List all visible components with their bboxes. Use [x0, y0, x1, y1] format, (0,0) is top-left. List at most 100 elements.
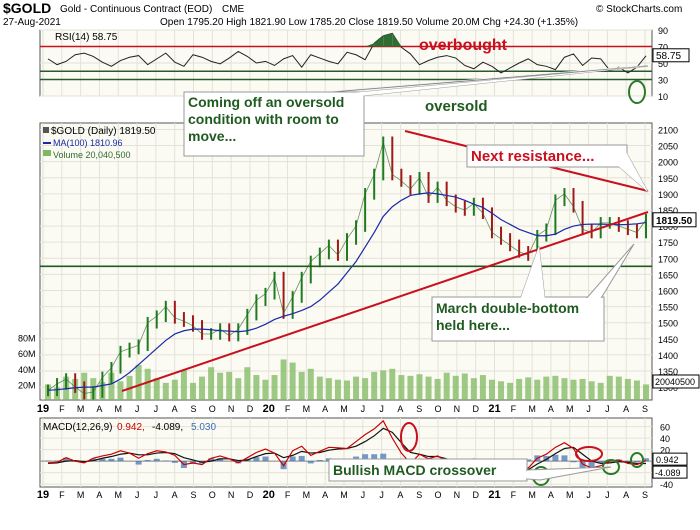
price-y-tick: 1700 — [658, 254, 678, 264]
macd-histogram-bar — [54, 460, 61, 462]
macd-histogram-bar — [588, 461, 595, 469]
x-tick-label: 21 — [488, 403, 500, 415]
volume-bar — [135, 364, 142, 400]
ohlc-line: Open 1795.20 High 1821.90 Low 1785.20 Cl… — [160, 17, 578, 28]
x-tick-label: J — [379, 404, 384, 414]
volume-bar — [479, 375, 486, 400]
x-tick-label: J — [154, 404, 159, 414]
macd-signal-label: -4.089, — [152, 422, 183, 433]
price-y-tick: 2050 — [658, 142, 678, 152]
macd-histogram-bar — [171, 461, 178, 463]
x-tick-label: 19 — [37, 403, 49, 415]
volume-bar — [353, 376, 360, 400]
volume-bar — [235, 378, 242, 400]
macd-histogram-bar — [162, 460, 169, 462]
volume-last-label: 20040500 — [655, 377, 695, 387]
volume-bar — [579, 378, 586, 400]
x-tick-label: N — [454, 404, 461, 414]
macd-crossover-text: Bullish MACD crossover — [333, 462, 497, 478]
x-tick-label: S — [642, 490, 648, 500]
volume-bar — [180, 370, 187, 400]
x-tick-label: 20 — [263, 489, 275, 501]
volume-bar — [344, 380, 350, 400]
x-tick-label: M — [566, 404, 574, 414]
coming-off-callout-text: Coming off an oversold — [188, 94, 344, 110]
x-tick-label: M — [115, 490, 123, 500]
x-tick-label: D — [247, 404, 254, 414]
volume-legend-swatch — [43, 150, 51, 156]
x-tick-label: A — [96, 404, 102, 414]
x-tick-label: 21 — [488, 489, 500, 501]
volume-bar — [362, 378, 369, 400]
macd-last-label: 0.942 — [656, 455, 679, 465]
rsi-y-tick: 70 — [658, 43, 668, 53]
price-y-tick: 1900 — [658, 190, 678, 200]
macd-histogram-bar — [117, 457, 124, 462]
next-resistance-callout-pointer-fill — [600, 150, 648, 192]
x-tick-label: J — [586, 490, 591, 500]
volume-bar — [624, 378, 631, 400]
volume-bar — [434, 378, 441, 400]
volume-bar — [561, 378, 568, 400]
x-tick-label: S — [190, 490, 196, 500]
x-tick-label: D — [247, 490, 254, 500]
volume-bar — [226, 371, 233, 400]
x-tick-label: A — [322, 490, 328, 500]
volume-bar — [316, 376, 323, 400]
volume-legend-label: Volume 20,040,500 — [53, 150, 131, 160]
macd-signal-last-box — [652, 465, 688, 479]
macd-y-tick: -40 — [660, 480, 673, 490]
macd-histogram-bar — [380, 453, 387, 462]
x-tick-label: O — [435, 404, 442, 414]
x-tick-label: 19 — [37, 489, 49, 501]
macd-histogram-bar — [362, 454, 369, 462]
macd-signal-last-label: -4.089 — [655, 468, 681, 478]
coming-off-callout-box — [183, 91, 365, 157]
macd-histogram-bar — [579, 461, 586, 471]
instrument-name: Gold - Continuous Contract (EOD) — [60, 4, 212, 15]
macd-histogram-bar — [289, 456, 296, 462]
x-tick-label: D — [472, 490, 479, 500]
rsi-y-tick: 50 — [658, 59, 668, 69]
macd-histogram-bar — [298, 455, 305, 462]
volume-bar — [389, 368, 396, 400]
x-tick-label: N — [228, 404, 235, 414]
volume-bar — [615, 376, 622, 400]
macd-histogram-bar — [208, 458, 215, 462]
macd-value-label: 0.942, — [117, 422, 145, 433]
price-line — [47, 140, 647, 394]
x-tick-label: A — [623, 404, 629, 414]
coming-off-callout-pointer-fill — [318, 66, 648, 96]
macd-histogram-bar — [543, 455, 550, 462]
price-y-tick: 1500 — [658, 319, 678, 329]
x-tick-label: A — [96, 490, 102, 500]
volume-bar — [280, 359, 287, 400]
macd-last-box — [652, 452, 688, 466]
price-y-tick: 1450 — [658, 335, 678, 345]
rsi-overbought-fill — [383, 33, 393, 47]
price-last-label: 1819.50 — [656, 216, 693, 227]
macd-histogram-bar — [253, 457, 260, 462]
x-tick-label: J — [605, 404, 610, 414]
volume-bar — [171, 379, 178, 400]
volume-bar — [643, 384, 649, 400]
macd-hist-label: 5.030 — [191, 422, 216, 433]
macd-y-tick: 20 — [660, 446, 670, 456]
macd-line — [47, 419, 647, 475]
price-last-box — [652, 212, 697, 228]
rsi-overbought-fill — [392, 33, 402, 47]
volume-bar — [325, 378, 332, 400]
x-tick-label: A — [397, 490, 403, 500]
volume-bar — [189, 382, 196, 400]
rsi-last-label: 58.75 — [656, 51, 681, 62]
x-tick-label: 20 — [263, 403, 275, 415]
macd-y-tick: 40 — [660, 434, 670, 444]
coming-off-callout-text: condition with room to — [188, 111, 339, 127]
volume-bar — [588, 381, 595, 400]
x-tick-label: M — [77, 404, 85, 414]
x-tick-label: J — [361, 404, 366, 414]
x-tick-label: A — [172, 404, 178, 414]
x-tick-label: M — [340, 404, 348, 414]
